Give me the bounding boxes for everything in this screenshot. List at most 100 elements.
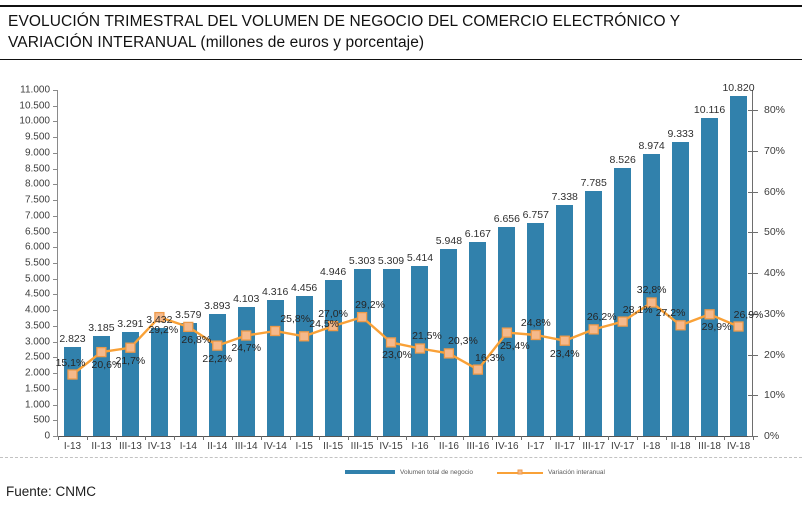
plot-area: 0 500 1.000 1.500 2.000 2.500 3.000 3.500 4.000 4… [19,82,785,452]
line-marker-icon [704,309,715,320]
line-marker-icon [733,321,744,332]
x-axis-tick [550,436,552,440]
x-axis-tick [463,436,465,440]
pct-value-label: 27,2% [655,307,686,320]
pct-value-label: 23,0% [382,349,412,362]
variation-line-layer [67,297,744,380]
bar-value-label: 8.974 [638,139,665,152]
bar-value-label: 6.167 [464,228,492,241]
line-marker-icon [125,342,136,353]
right-axis-line [752,90,753,437]
left-axis-tick [53,310,58,312]
volume-bar [469,242,487,436]
right-axis-tick-label: 50% [764,226,786,239]
x-axis-tick [434,436,436,440]
left-axis-tick [53,388,58,390]
line-marker-icon [298,331,310,342]
pct-value-label: 24,8% [520,317,551,330]
line-marker-icon [154,311,165,323]
legend: Volumen total de negocio Variación inter… [0,466,802,480]
x-axis-category-label: III-17 [582,441,606,452]
left-axis-tick-label: 0 [44,430,50,442]
right-axis-tick-label: 60% [764,185,786,198]
left-axis-tick-label: 5.500 [24,257,50,269]
line-marker-icon [356,311,368,323]
pct-value-label: 15,1% [55,356,86,369]
line-marker-icon [327,320,339,332]
volume-bar [121,332,139,436]
left-axis-tick [53,341,58,343]
left-axis-tick [53,263,58,264]
pct-value-label: 20,3% [448,335,478,348]
right-axis-tick [748,354,758,356]
x-axis-category-label: III-14 [234,441,258,452]
volume-bar [527,223,545,436]
line-marker-icon [96,346,107,358]
bar-value-label: 7.338 [551,191,578,204]
left-axis-tick-label: 1.000 [24,399,50,411]
x-axis-category-label: IV-16 [495,441,519,452]
figure-title-line1: EVOLUCIÓN TRIMESTRAL DEL VOLUMEN DE NEGO… [8,13,681,30]
x-axis-tick [144,436,146,440]
pct-value-label: 20,6% [91,359,122,372]
right-axis-tick [748,191,758,193]
bar-value-label: 6.656 [493,212,520,225]
bar-value-label: 4.946 [319,266,347,279]
x-axis-tick [376,436,378,440]
bar-value-label: 2.823 [59,333,86,346]
left-axis-tick [53,137,58,139]
left-axis-tick-label: 2.000 [24,367,50,379]
right-axis-tick [748,232,758,234]
bar-value-label: 3.291 [117,318,144,331]
x-axis-category-label: I-13 [63,441,82,452]
left-axis-tick-label: 4.500 [24,288,50,300]
bar-value-label: 5.309 [377,255,405,268]
x-axis-tick [492,436,494,440]
left-axis-tick [53,420,58,422]
x-axis-tick [58,436,59,440]
pct-value-label: 27,0% [318,308,348,321]
volume-bar [730,95,748,436]
x-axis-tick [115,436,117,440]
pct-value-label: 28,1% [622,303,653,316]
x-axis-category-label: IV-15 [379,441,403,452]
x-axis-tick [724,436,726,440]
x-axis-category-label: I-18 [643,441,661,452]
legend-bar-swatch [345,470,395,474]
x-axis-tick [608,436,610,440]
bar-value-label: 3.432 [146,314,173,327]
left-axis-tick-label: 9.000 [24,147,50,159]
line-marker-icon [646,297,657,308]
line-marker-icon [414,343,426,354]
left-axis-tick-label: 6.500 [24,226,50,238]
left-axis-tick-label: 10.500 [19,100,50,112]
legend-line-marker-icon [517,469,523,475]
left-axis-tick-label: 500 [33,414,50,426]
legend-bar-label: Volumen total de negocio [400,468,473,476]
line-marker-icon [443,348,455,359]
bar-value-label: 3.185 [88,321,115,334]
right-axis-tick-label: 40% [764,267,786,280]
x-axis-category-label: III-18 [698,441,721,452]
x-axis-tick [579,436,581,440]
legend-line-swatch [497,469,543,476]
x-axis-tick [231,436,233,440]
bar-value-label: 4.456 [291,281,318,294]
x-axis-tick [405,436,407,440]
pct-value-label: 25,4% [499,339,530,352]
bar-value-label: 4.316 [262,286,289,299]
left-axis-tick-label: 10.000 [19,115,50,127]
left-axis-tick [53,357,58,359]
pct-value-label: 26,8% [181,333,212,346]
left-axis-tick [53,404,58,406]
x-axis-category-label: III-16 [466,441,490,452]
right-axis-tick-label: 20% [764,348,786,361]
line-marker-icon [183,321,194,333]
pct-value-label: 24,5% [309,318,340,331]
pct-value-label: 25,8% [280,312,311,325]
left-axis-tick [53,215,58,217]
bar-value-label: 5.948 [435,234,463,247]
x-axis-tick [753,436,754,440]
legend-line-label: Variación interanual [548,468,605,476]
